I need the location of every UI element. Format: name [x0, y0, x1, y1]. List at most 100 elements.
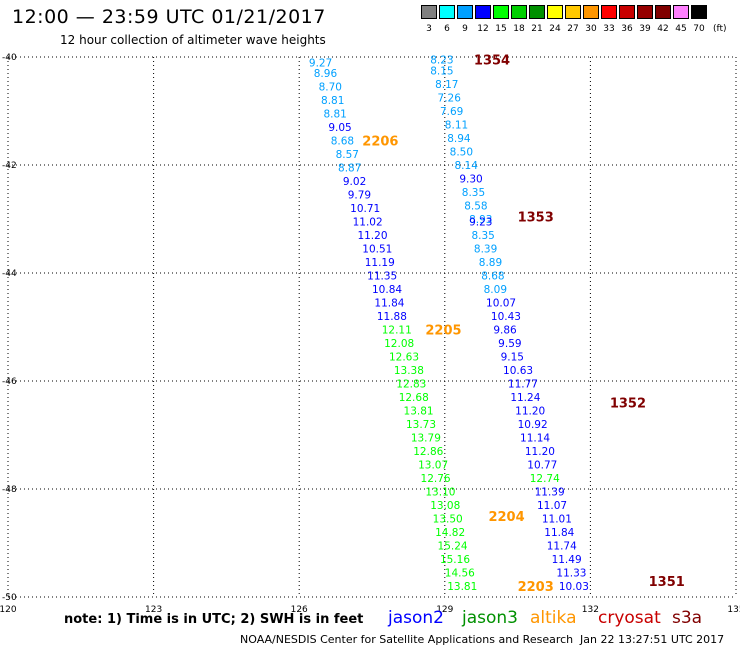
swh-value: 12.11	[382, 325, 412, 337]
legend-label: 15	[495, 24, 507, 34]
y-tick-label: -46	[2, 377, 17, 387]
swh-value: 11.39	[535, 487, 565, 499]
footer-date: Jan 22 13:27:51 UTC 2017	[580, 633, 725, 646]
swh-value: 14.56	[445, 568, 475, 580]
pass-time-label: 1352	[610, 397, 646, 412]
legend-label: 6	[444, 24, 450, 34]
swh-value: 11.20	[525, 446, 555, 458]
swh-value: 11.02	[353, 217, 383, 229]
swh-value: 8.96	[314, 68, 338, 80]
legend-label: 70	[693, 24, 705, 34]
swh-value: 11.33	[556, 568, 586, 580]
swh-value: 12.63	[389, 352, 419, 364]
pass-time-label: 2204	[488, 510, 524, 525]
swh-value: 8.09	[484, 284, 507, 296]
y-tick-label: -44	[2, 269, 17, 279]
legend-swatch	[421, 5, 437, 19]
swh-value: 8.15	[430, 66, 453, 78]
swh-value: 8.81	[321, 95, 344, 107]
swh-value: 8.57	[336, 149, 359, 161]
swh-value: 9.05	[328, 122, 351, 134]
swh-value: 8.35	[471, 230, 494, 242]
satellite-cryosat: cryosat	[598, 608, 661, 628]
swh-value: 11.20	[357, 230, 387, 242]
swh-value: 11.24	[510, 392, 540, 404]
legend-swatch	[565, 5, 581, 19]
swh-value: 11.49	[552, 554, 582, 566]
satellite-jason2: jason2	[388, 608, 444, 628]
swh-value: 12.83	[396, 379, 426, 391]
swh-value: 12.74	[530, 473, 560, 485]
legend-unit: (ft)	[713, 24, 727, 34]
swh-value: 11.77	[508, 379, 538, 391]
swh-value: 15.16	[440, 554, 470, 566]
x-tick-label: 129	[436, 605, 453, 615]
legend-label: 45	[675, 24, 687, 34]
swh-value: 10.51	[362, 244, 392, 256]
pass-time-label: 1354	[474, 54, 510, 69]
swh-value: 12.08	[384, 338, 414, 350]
pass-time-label: 1351	[649, 575, 685, 590]
legend-label: 39	[639, 24, 651, 34]
swh-value: 11.14	[520, 433, 550, 445]
legend-label: 12	[477, 24, 489, 34]
swh-value: 13.81	[404, 406, 434, 418]
swh-value: 11.07	[537, 500, 567, 512]
y-tick-label: -50	[2, 593, 17, 603]
legend-label: 21	[531, 24, 543, 34]
swh-value: 13.08	[430, 500, 460, 512]
pass-time-label: 2203	[518, 580, 554, 595]
legend-label: 27	[567, 24, 579, 34]
swh-value: 14.82	[435, 527, 465, 539]
swh-value: 7.26	[438, 93, 462, 105]
legend-swatch	[493, 5, 509, 19]
swh-value: 8.68	[331, 136, 354, 148]
legend-label: 18	[513, 24, 525, 34]
swh-value: 8.14	[455, 160, 479, 172]
swh-value: 11.35	[367, 271, 397, 283]
swh-value: 10.07	[486, 298, 516, 310]
swh-value: 13.73	[406, 419, 436, 431]
swh-value: 7.69	[440, 106, 463, 118]
swh-value: 11.88	[377, 311, 407, 323]
satellite-jason3: jason3	[462, 608, 518, 628]
legend-swatch	[583, 5, 599, 19]
swh-value: 8.89	[479, 257, 502, 269]
page-title: 12:00 — 23:59 UTC 01/21/2017	[12, 6, 326, 28]
legend-label: 42	[657, 24, 669, 34]
legend-label: 33	[603, 24, 615, 34]
swh-value: 8.87	[338, 163, 361, 175]
swh-value: 11.01	[542, 514, 572, 526]
legend-label: 9	[462, 24, 468, 34]
footer-credit: NOAA/NESDIS Center for Satellite Applica…	[240, 633, 574, 646]
swh-value: 8.68	[481, 271, 504, 283]
swh-value: 10.84	[372, 284, 402, 296]
y-tick-label: -48	[2, 485, 17, 495]
x-tick-label: 135	[727, 605, 740, 615]
legend-label: 24	[549, 24, 561, 34]
swh-value: 8.11	[445, 120, 468, 132]
legend-swatch	[619, 5, 635, 19]
swh-value: 9.02	[343, 176, 366, 188]
swh-value: 13.07	[418, 460, 448, 472]
x-tick-label: 132	[582, 605, 599, 615]
swh-value: 13.79	[411, 433, 441, 445]
legend-swatch	[601, 5, 617, 19]
swh-value: 10.77	[527, 460, 557, 472]
swh-value: 9.59	[498, 338, 521, 350]
swh-value: 9.23	[469, 217, 492, 229]
swh-value: 8.70	[319, 82, 342, 94]
pass-time-label: 2206	[362, 135, 398, 150]
legend-swatch	[529, 5, 545, 19]
x-tick-label: 126	[291, 605, 308, 615]
x-tick-label: 120	[0, 605, 17, 615]
y-tick-label: -40	[2, 53, 17, 63]
swh-value: 13.10	[425, 487, 455, 499]
swh-value: 10.92	[518, 419, 548, 431]
swh-value: 10.43	[491, 311, 521, 323]
x-tick-label: 123	[145, 605, 162, 615]
swh-value: 13.81	[447, 581, 477, 593]
swh-value: 8.35	[462, 187, 485, 199]
swh-value: 8.58	[464, 201, 487, 213]
